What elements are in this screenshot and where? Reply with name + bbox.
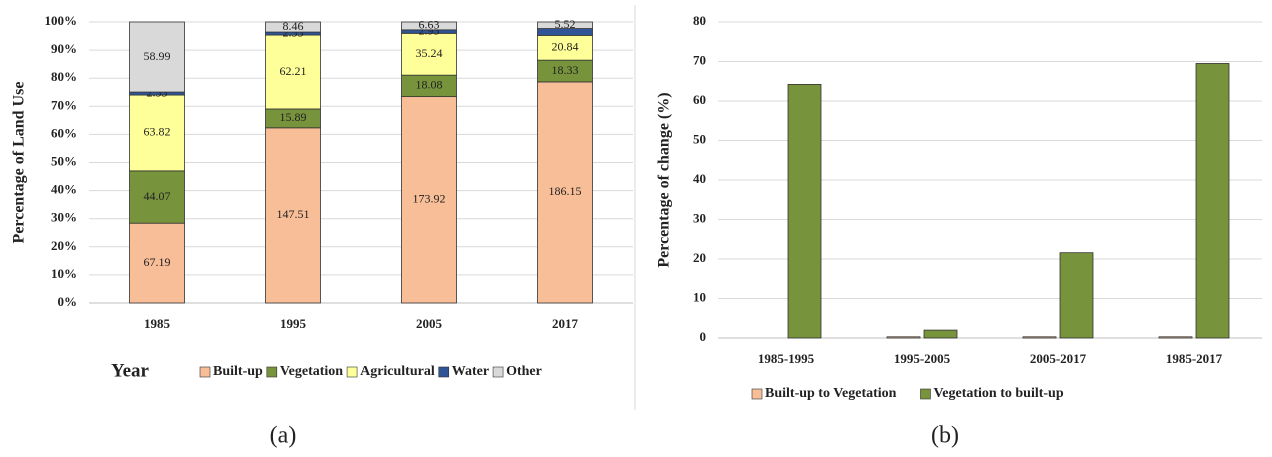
legend-label: Vegetation to built-up bbox=[933, 386, 1063, 401]
caption: (a) bbox=[270, 423, 297, 449]
data-label: 186.15 bbox=[549, 184, 582, 198]
y-tick-label: 70 bbox=[693, 52, 706, 67]
bar-segment bbox=[265, 21, 321, 33]
data-label: 8.46 bbox=[283, 19, 304, 33]
legend-label: Built-up bbox=[213, 364, 263, 379]
legend-swatch bbox=[438, 366, 450, 378]
y-axis-label: Percentage of Land Use bbox=[11, 82, 28, 244]
bar-segment bbox=[265, 127, 321, 304]
x-tick-label: 2017 bbox=[552, 316, 579, 331]
y-axis-label: Percentage of change (%) bbox=[656, 92, 673, 267]
y-tick-label: 30 bbox=[693, 210, 706, 225]
legend-label: Other bbox=[506, 364, 542, 379]
bar bbox=[1195, 63, 1230, 339]
y-tick-label: 40% bbox=[51, 182, 77, 197]
legend-swatch bbox=[199, 366, 211, 378]
bar bbox=[1059, 252, 1094, 339]
legend-swatch bbox=[492, 366, 504, 378]
y-tick-label: 0 bbox=[700, 329, 707, 344]
x-tick-label: 1995-2005 bbox=[894, 351, 951, 366]
bar-segment bbox=[537, 21, 593, 29]
y-tick-label: 20 bbox=[693, 250, 706, 265]
y-tick-label: 60 bbox=[693, 92, 706, 107]
legend-label: Agricultural bbox=[360, 364, 435, 379]
bar bbox=[1158, 336, 1193, 339]
data-label: 173.92 bbox=[413, 192, 446, 206]
data-label: 44.07 bbox=[144, 189, 171, 203]
y-tick-label: 10 bbox=[693, 289, 706, 304]
bar-segment bbox=[401, 96, 457, 304]
bar bbox=[886, 336, 921, 339]
bar bbox=[1022, 336, 1057, 339]
y-tick-label: 80% bbox=[51, 69, 77, 84]
x-tick-label: 2005 bbox=[416, 316, 443, 331]
legend-label: Built-up to Vegetation bbox=[765, 386, 897, 401]
y-tick-label: 60% bbox=[51, 125, 77, 140]
y-tick-label: 0% bbox=[58, 294, 78, 309]
data-label: 62.21 bbox=[280, 64, 307, 78]
data-label: 63.82 bbox=[144, 125, 171, 139]
y-tick-label: 90% bbox=[51, 41, 77, 56]
data-label: 5.52 bbox=[555, 17, 576, 31]
bar bbox=[787, 84, 822, 339]
legend-swatch bbox=[920, 388, 931, 400]
data-label: 67.19 bbox=[144, 255, 171, 269]
data-label: 147.51 bbox=[277, 207, 310, 221]
legend-label: Vegetation bbox=[280, 364, 343, 379]
x-tick-label: 1985 bbox=[144, 316, 171, 331]
data-label: 15.89 bbox=[280, 110, 307, 124]
y-tick-label: 100% bbox=[45, 13, 78, 28]
data-label: 18.33 bbox=[552, 63, 579, 77]
x-tick-label: 1985-1995 bbox=[758, 351, 815, 366]
bar-segment bbox=[401, 21, 457, 31]
legend-swatch bbox=[266, 366, 278, 378]
bar bbox=[923, 329, 958, 339]
bar-segment bbox=[537, 34, 593, 61]
bar-segment bbox=[537, 81, 593, 304]
data-label: 35.24 bbox=[416, 46, 443, 60]
y-tick-label: 40 bbox=[693, 171, 706, 186]
y-tick-label: 20% bbox=[51, 238, 77, 253]
legend-swatch bbox=[751, 388, 763, 400]
y-tick-label: 50 bbox=[693, 131, 706, 146]
data-label: 18.08 bbox=[416, 78, 443, 92]
y-tick-label: 30% bbox=[51, 210, 77, 225]
y-tick-label: 70% bbox=[51, 97, 77, 112]
bar-segment bbox=[129, 222, 185, 304]
bar-segment bbox=[129, 21, 185, 93]
bar-segment bbox=[129, 170, 185, 224]
data-label: 58.99 bbox=[144, 49, 171, 63]
data-label: 20.84 bbox=[552, 40, 579, 54]
x-axis-label: Year bbox=[111, 360, 150, 381]
x-tick-label: 1985-2017 bbox=[1166, 351, 1223, 366]
y-tick-label: 50% bbox=[51, 153, 77, 168]
bar-segment bbox=[129, 94, 185, 172]
legend-swatch bbox=[346, 366, 358, 378]
data-label: 6.63 bbox=[419, 18, 440, 32]
legend-label: Water bbox=[452, 364, 489, 379]
y-tick-label: 10% bbox=[51, 266, 77, 281]
caption: (b) bbox=[931, 423, 959, 449]
y-tick-label: 80 bbox=[693, 13, 706, 28]
bar-segment bbox=[401, 32, 457, 76]
x-tick-label: 1995 bbox=[280, 316, 307, 331]
x-tick-label: 2005-2017 bbox=[1030, 351, 1087, 366]
